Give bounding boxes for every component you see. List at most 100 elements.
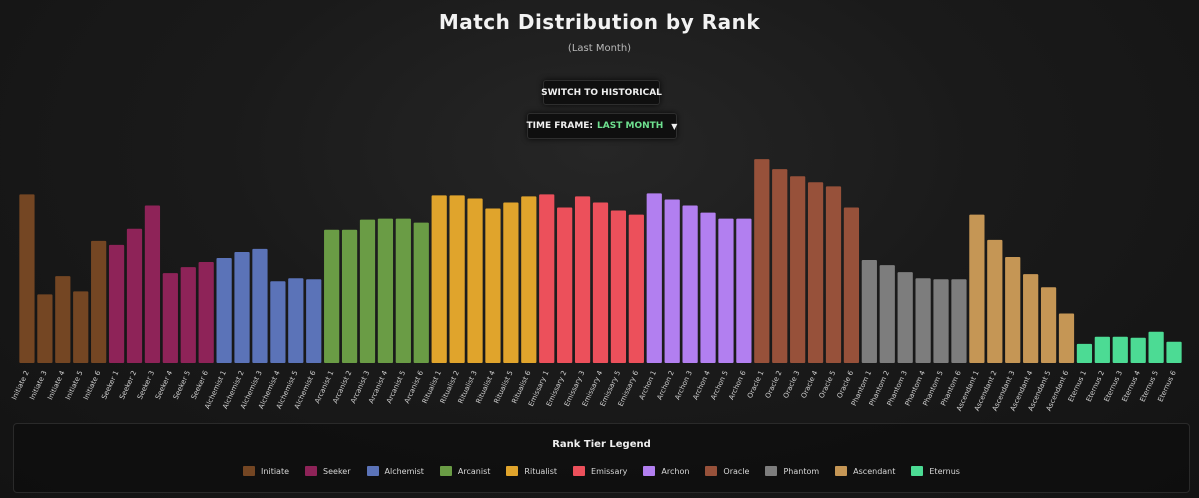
bar-oracle-2[interactable] <box>772 169 788 363</box>
bar-ascendant-3[interactable] <box>1005 257 1021 363</box>
bar-ritualist-6[interactable] <box>521 196 537 363</box>
bar-seeker-3[interactable] <box>144 205 161 363</box>
legend-label: Alchemist <box>384 466 424 476</box>
bar-phantom-3[interactable] <box>897 272 913 363</box>
bar-archon-4[interactable] <box>700 212 716 363</box>
bar-archon-5[interactable] <box>718 218 734 363</box>
legend-swatch <box>305 466 318 476</box>
bar-phantom-6[interactable] <box>951 279 967 363</box>
bar-arcanist-1[interactable] <box>324 229 340 363</box>
x-tick-label: Archon 2 <box>656 369 676 401</box>
bar-oracle-5[interactable] <box>825 186 842 363</box>
legend-swatch <box>765 466 778 476</box>
legend-label: Seeker <box>323 466 351 476</box>
bar-phantom-1[interactable] <box>861 260 877 363</box>
x-tick-label: Archon 1 <box>638 369 658 401</box>
bar-seeker-1[interactable] <box>108 244 125 363</box>
bar-ritualist-5[interactable] <box>503 202 519 363</box>
bar-ritualist-1[interactable] <box>431 195 447 363</box>
bar-eternus-3[interactable] <box>1112 336 1128 363</box>
bar-ascendant-6[interactable] <box>1058 313 1075 363</box>
x-tick-label: Seeker 4 <box>154 369 174 401</box>
x-tick-label: Initiate 5 <box>64 369 84 401</box>
bar-alchemist-1[interactable] <box>216 258 232 363</box>
legend-item-oracle: Oracle <box>705 466 749 476</box>
bar-arcanist-3[interactable] <box>359 219 376 363</box>
bar-arcanist-4[interactable] <box>377 218 394 363</box>
bar-archon-2[interactable] <box>664 199 680 363</box>
bar-phantom-4[interactable] <box>915 278 931 363</box>
x-tick-label: Oracle 3 <box>782 369 802 399</box>
x-tick-label: Seeker 1 <box>100 369 120 400</box>
legend-swatch <box>705 466 718 476</box>
bar-initiate-5[interactable] <box>73 291 89 363</box>
bar-ascendant-5[interactable] <box>1040 287 1057 363</box>
legend-swatch <box>911 466 924 476</box>
bar-seeker-4[interactable] <box>162 273 178 363</box>
legend-label: Arcanist <box>457 466 491 476</box>
bar-alchemist-5[interactable] <box>288 278 304 363</box>
bar-oracle-3[interactable] <box>790 176 806 363</box>
bar-seeker-6[interactable] <box>198 262 214 363</box>
switch-button-label: SWITCH TO HISTORICAL <box>541 87 662 98</box>
bar-ascendant-1[interactable] <box>969 214 985 363</box>
legend-label: Oracle <box>723 466 750 476</box>
bar-oracle-1[interactable] <box>754 159 770 363</box>
bar-eternus-1[interactable] <box>1076 343 1093 363</box>
bar-ritualist-2[interactable] <box>449 195 465 363</box>
bar-alchemist-3[interactable] <box>252 248 268 363</box>
bar-emissary-1[interactable] <box>539 194 555 363</box>
bar-arcanist-5[interactable] <box>395 218 411 363</box>
bar-eternus-2[interactable] <box>1094 336 1110 363</box>
bar-initiate-4[interactable] <box>55 276 71 363</box>
time-frame-dropdown[interactable]: TIME FRAME: LAST MONTH ▼ <box>527 113 677 139</box>
bar-archon-6[interactable] <box>736 218 752 363</box>
bar-archon-1[interactable] <box>646 193 662 363</box>
bar-initiate-3[interactable] <box>37 294 53 363</box>
chart-subtitle: (Last Month) <box>567 43 632 54</box>
bar-seeker-5[interactable] <box>180 267 196 363</box>
bar-emissary-4[interactable] <box>592 202 609 363</box>
bar-seeker-2[interactable] <box>126 228 143 363</box>
x-tick-label: Seeker 2 <box>118 369 138 400</box>
bar-oracle-6[interactable] <box>843 207 860 363</box>
bar-emissary-2[interactable] <box>557 207 573 363</box>
bar-alchemist-2[interactable] <box>234 251 250 363</box>
x-tick-label: Archon 3 <box>673 369 693 401</box>
bar-eternus-5[interactable] <box>1148 331 1164 363</box>
switch-to-historical-button[interactable]: SWITCH TO HISTORICAL <box>541 80 662 105</box>
bar-initiate-2[interactable] <box>19 194 35 363</box>
bar-arcanist-2[interactable] <box>341 229 358 363</box>
bar-initiate-6[interactable] <box>91 240 107 363</box>
bar-alchemist-6[interactable] <box>306 279 322 363</box>
bar-eternus-4[interactable] <box>1130 337 1146 363</box>
legend-item-phantom: Phantom <box>765 466 819 476</box>
legend-item-archon: Archon <box>643 466 689 476</box>
bar-archon-3[interactable] <box>682 205 698 363</box>
bar-emissary-3[interactable] <box>574 196 591 363</box>
legend-label: Ritualist <box>524 466 558 476</box>
bar-ritualist-4[interactable] <box>485 208 501 363</box>
legend-swatch <box>366 466 379 476</box>
legend-label: Archon <box>661 466 690 476</box>
legend-item-seeker: Seeker <box>305 466 351 476</box>
chart-title: Match Distribution by Rank <box>438 10 761 34</box>
bar-eternus-6[interactable] <box>1166 341 1182 363</box>
bar-ritualist-3[interactable] <box>467 198 483 363</box>
bar-arcanist-6[interactable] <box>413 222 429 363</box>
x-tick-label: Oracle 5 <box>818 369 838 399</box>
bar-phantom-2[interactable] <box>879 265 895 363</box>
x-tick-label: Seeker 5 <box>172 369 192 400</box>
legend-swatch <box>506 466 519 476</box>
legend-item-emissary: Emissary <box>573 466 627 476</box>
bar-oracle-4[interactable] <box>807 182 824 363</box>
legend-swatch <box>573 466 586 476</box>
bar-emissary-6[interactable] <box>628 214 644 363</box>
bar-emissary-5[interactable] <box>610 210 627 363</box>
legend-swatch <box>243 466 256 476</box>
bar-phantom-5[interactable] <box>933 279 949 363</box>
bar-ascendant-4[interactable] <box>1023 274 1039 363</box>
bar-ascendant-2[interactable] <box>987 239 1003 363</box>
bar-alchemist-4[interactable] <box>270 281 286 363</box>
